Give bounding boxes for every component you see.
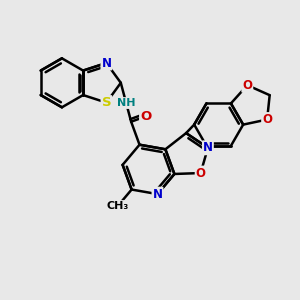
Text: S: S	[102, 96, 111, 109]
Text: N: N	[152, 188, 163, 201]
Text: O: O	[140, 110, 152, 123]
Text: N: N	[203, 141, 213, 154]
Text: N: N	[101, 56, 111, 70]
Text: O: O	[242, 79, 252, 92]
Text: NH: NH	[117, 98, 135, 108]
Text: O: O	[196, 167, 206, 180]
Text: CH₃: CH₃	[107, 201, 129, 211]
Text: O: O	[262, 113, 272, 126]
